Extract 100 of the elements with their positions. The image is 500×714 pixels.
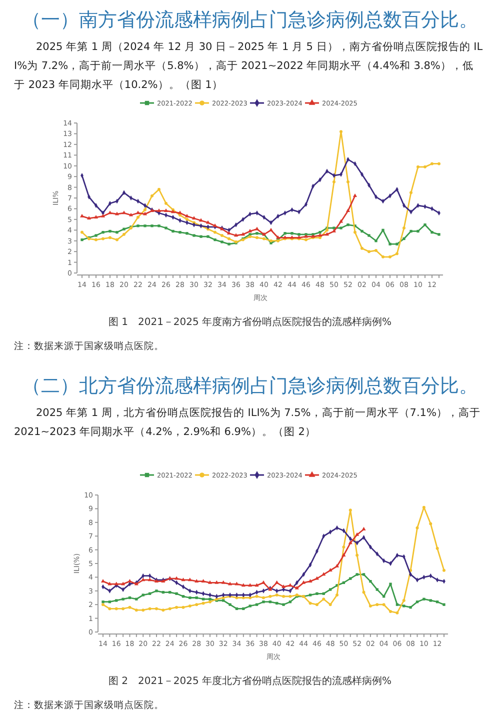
- point: [182, 606, 185, 609]
- point: [416, 230, 420, 233]
- point: [128, 212, 134, 216]
- point: [262, 237, 266, 240]
- point: [308, 594, 312, 596]
- point: [248, 596, 252, 600]
- point: [248, 583, 252, 587]
- point: [141, 578, 146, 582]
- point: [410, 191, 412, 194]
- chart-subtitle: 2025 年第 1 周（2024 年 12 月 30 日－2025 年 1 月 5 日），南方省份哨点医院报告的 ILI%为 7.2%，高于前一周水平（5.8%），高于 2021~2022 年同期水平（4.4%和 3.8%），低于 2023 年同期水平（10.2%）。（图 1）: [14, 40, 483, 91]
- point: [396, 252, 398, 256]
- point: [348, 508, 352, 512]
- point: [214, 230, 216, 234]
- point: [308, 578, 312, 582]
- point: [122, 210, 126, 214]
- point: [154, 607, 158, 610]
- point: [256, 236, 258, 240]
- point: [288, 583, 292, 587]
- point: [416, 165, 420, 168]
- point: [346, 223, 350, 226]
- point: [158, 188, 160, 191]
- point: [134, 608, 138, 612]
- point: [328, 568, 332, 572]
- point: [275, 594, 278, 596]
- point: [322, 598, 326, 601]
- point: [242, 592, 245, 598]
- caption: 图 2 2021－2025 年度北方省份哨点医院报告的流感样病例%: [108, 675, 392, 687]
- point: [382, 255, 384, 258]
- point: [308, 602, 312, 605]
- point: [424, 223, 426, 226]
- point: [214, 238, 216, 242]
- point: [94, 214, 98, 218]
- point: [108, 236, 112, 240]
- point: [116, 230, 118, 234]
- text: 注：数据来源于国家级哨点医院。: [14, 699, 164, 711]
- point: [128, 578, 132, 582]
- point: [150, 194, 154, 198]
- point: [362, 590, 366, 594]
- point: [328, 603, 332, 606]
- point: [438, 233, 440, 236]
- point: [402, 237, 406, 240]
- point: [255, 594, 258, 598]
- point: [322, 572, 326, 576]
- point: [382, 603, 386, 606]
- point: [248, 592, 252, 598]
- point: [346, 208, 350, 212]
- point: [360, 230, 364, 233]
- line-series: [80, 130, 440, 258]
- point: [356, 554, 359, 557]
- chart-subtitle: 2025 年第 1 周，北方省份哨点医院报告的 ILI%为 7.5%，高于前一周水平（7.1%），高于 2021~2023 年同期水平（4.2%，2.9%和 6.9%）。（图 2）: [14, 406, 480, 438]
- point: [175, 606, 178, 609]
- point: [368, 250, 370, 254]
- point: [100, 214, 106, 218]
- point: [156, 208, 162, 212]
- point: [342, 552, 346, 556]
- line-series: [102, 525, 446, 599]
- point: [108, 230, 112, 233]
- point: [248, 235, 252, 238]
- point: [318, 233, 322, 237]
- point: [222, 592, 225, 598]
- point: [348, 540, 352, 544]
- point: [142, 608, 145, 612]
- point: [274, 580, 279, 584]
- point: [80, 214, 84, 218]
- point: [410, 230, 412, 233]
- point: [388, 255, 392, 258]
- point: [188, 578, 192, 582]
- point: [276, 235, 280, 239]
- point: [234, 233, 238, 237]
- point: [442, 568, 446, 572]
- point: [178, 230, 182, 234]
- point: [195, 603, 198, 606]
- point: [235, 592, 238, 598]
- point: [430, 162, 434, 166]
- line-series: [80, 223, 440, 246]
- point: [122, 607, 125, 610]
- point: [438, 162, 440, 166]
- point: [208, 600, 212, 604]
- point: [270, 239, 272, 242]
- point: [342, 546, 346, 549]
- point: [242, 596, 245, 600]
- point: [360, 246, 364, 250]
- text: 注：数据来源于国家级哨点医院。: [14, 340, 164, 352]
- point: [181, 578, 186, 582]
- point: [94, 238, 98, 242]
- point: [201, 578, 206, 582]
- point: [335, 564, 340, 568]
- point: [362, 573, 366, 576]
- point: [362, 535, 366, 540]
- point: [352, 194, 358, 198]
- point: [262, 596, 265, 600]
- point: [116, 238, 118, 242]
- point: [355, 532, 360, 536]
- point: [396, 611, 399, 614]
- point: [221, 580, 226, 584]
- point: [430, 230, 434, 234]
- point: [268, 594, 272, 598]
- chart-title: （二）北方省份流感样病例占门急诊病例总数百分比。: [22, 375, 478, 397]
- point: [318, 230, 322, 234]
- point: [326, 228, 328, 232]
